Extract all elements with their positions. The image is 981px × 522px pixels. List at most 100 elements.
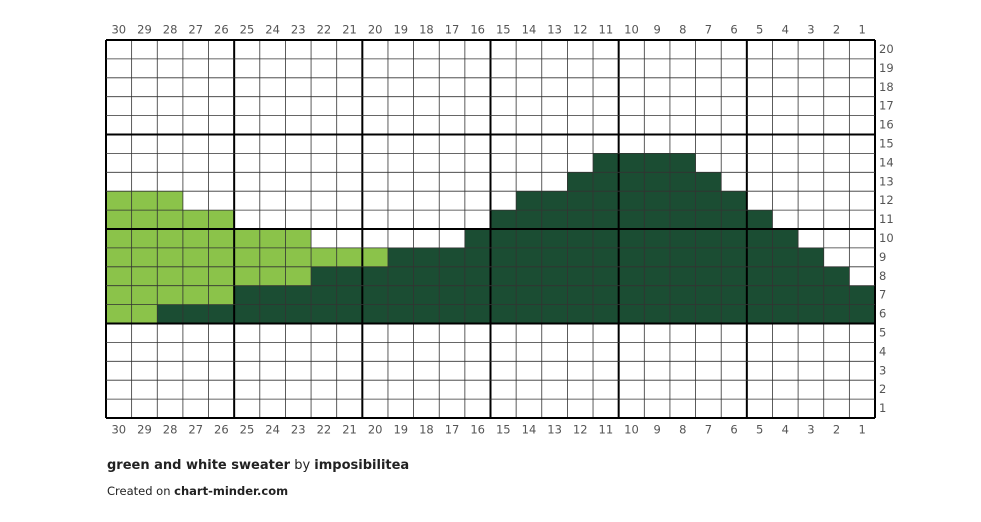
cell bbox=[567, 247, 594, 267]
cell bbox=[516, 361, 542, 381]
column-label: 14 bbox=[522, 423, 537, 437]
cell bbox=[413, 58, 440, 78]
cell bbox=[311, 380, 337, 400]
cell bbox=[772, 380, 799, 400]
column-label: 26 bbox=[214, 23, 229, 37]
cell bbox=[362, 96, 388, 116]
cell bbox=[541, 77, 568, 97]
cell bbox=[387, 77, 414, 97]
cell bbox=[208, 266, 235, 286]
cell bbox=[311, 304, 337, 324]
cell bbox=[490, 229, 517, 248]
cell bbox=[490, 153, 517, 173]
column-label: 15 bbox=[496, 23, 511, 37]
cell bbox=[362, 361, 388, 381]
cell bbox=[849, 247, 875, 267]
cell bbox=[285, 361, 312, 381]
cell bbox=[746, 342, 773, 362]
cell bbox=[259, 399, 286, 418]
cell bbox=[618, 172, 645, 192]
cell bbox=[593, 361, 619, 381]
column-label: 29 bbox=[137, 23, 152, 37]
column-label: 27 bbox=[188, 423, 203, 437]
cell bbox=[772, 361, 799, 381]
site[interactable]: chart-minder.com bbox=[174, 484, 289, 498]
cell bbox=[157, 323, 183, 343]
cell bbox=[182, 342, 209, 362]
cell bbox=[516, 153, 542, 173]
cell bbox=[439, 285, 465, 305]
cell bbox=[208, 153, 235, 173]
cell bbox=[157, 342, 183, 362]
cell bbox=[387, 96, 414, 116]
cell bbox=[234, 285, 260, 305]
cell bbox=[541, 134, 568, 154]
by: by bbox=[294, 458, 311, 473]
cell bbox=[311, 266, 337, 286]
cell bbox=[823, 153, 850, 173]
cell bbox=[182, 323, 209, 343]
cell bbox=[259, 191, 286, 211]
cell bbox=[849, 172, 875, 192]
cell bbox=[721, 191, 747, 211]
row-label: 8 bbox=[879, 269, 886, 283]
cell bbox=[695, 380, 722, 400]
cell bbox=[157, 172, 183, 192]
column-label: 16 bbox=[470, 23, 485, 37]
cell bbox=[746, 304, 773, 324]
cell bbox=[234, 266, 260, 286]
cell bbox=[413, 96, 440, 116]
cell bbox=[593, 172, 619, 192]
cell bbox=[618, 153, 645, 173]
cell bbox=[439, 361, 465, 381]
cell bbox=[490, 361, 517, 381]
row-label: 3 bbox=[879, 363, 886, 377]
cell bbox=[106, 77, 132, 97]
row-label: 15 bbox=[879, 136, 894, 150]
cell bbox=[772, 172, 799, 192]
cell bbox=[234, 342, 260, 362]
cell bbox=[823, 191, 850, 211]
cell bbox=[131, 323, 158, 343]
column-label: 22 bbox=[317, 23, 332, 37]
cell bbox=[106, 210, 132, 229]
cell bbox=[721, 96, 747, 116]
column-label: 13 bbox=[547, 23, 562, 37]
cell bbox=[106, 399, 132, 418]
created-on: Created on bbox=[107, 484, 171, 498]
column-label: 11 bbox=[599, 23, 614, 37]
cell bbox=[362, 285, 388, 305]
cell bbox=[618, 342, 645, 362]
cell bbox=[541, 342, 568, 362]
cell bbox=[234, 172, 260, 192]
cell bbox=[644, 380, 670, 400]
cell bbox=[721, 323, 747, 343]
cell bbox=[259, 172, 286, 192]
cell bbox=[208, 247, 235, 267]
cell bbox=[516, 115, 542, 135]
cell bbox=[259, 96, 286, 116]
cell bbox=[490, 304, 517, 324]
cell bbox=[644, 323, 670, 343]
credit: Created on chart-minder.com bbox=[107, 484, 288, 498]
column-label: 9 bbox=[653, 23, 660, 37]
cell bbox=[259, 58, 286, 78]
cell bbox=[746, 229, 773, 248]
cell bbox=[131, 229, 158, 248]
row-label: 5 bbox=[879, 325, 886, 339]
cell bbox=[413, 247, 440, 267]
cell bbox=[182, 172, 209, 192]
cell bbox=[695, 134, 722, 154]
cell bbox=[439, 247, 465, 267]
cell bbox=[336, 285, 363, 305]
cell bbox=[798, 153, 824, 173]
cell bbox=[106, 153, 132, 173]
cell bbox=[823, 266, 850, 286]
cell bbox=[721, 399, 747, 418]
cell bbox=[182, 40, 209, 59]
column-label: 23 bbox=[291, 423, 306, 437]
cell bbox=[593, 191, 619, 211]
cell bbox=[464, 342, 491, 362]
cell bbox=[413, 153, 440, 173]
cell bbox=[285, 58, 312, 78]
